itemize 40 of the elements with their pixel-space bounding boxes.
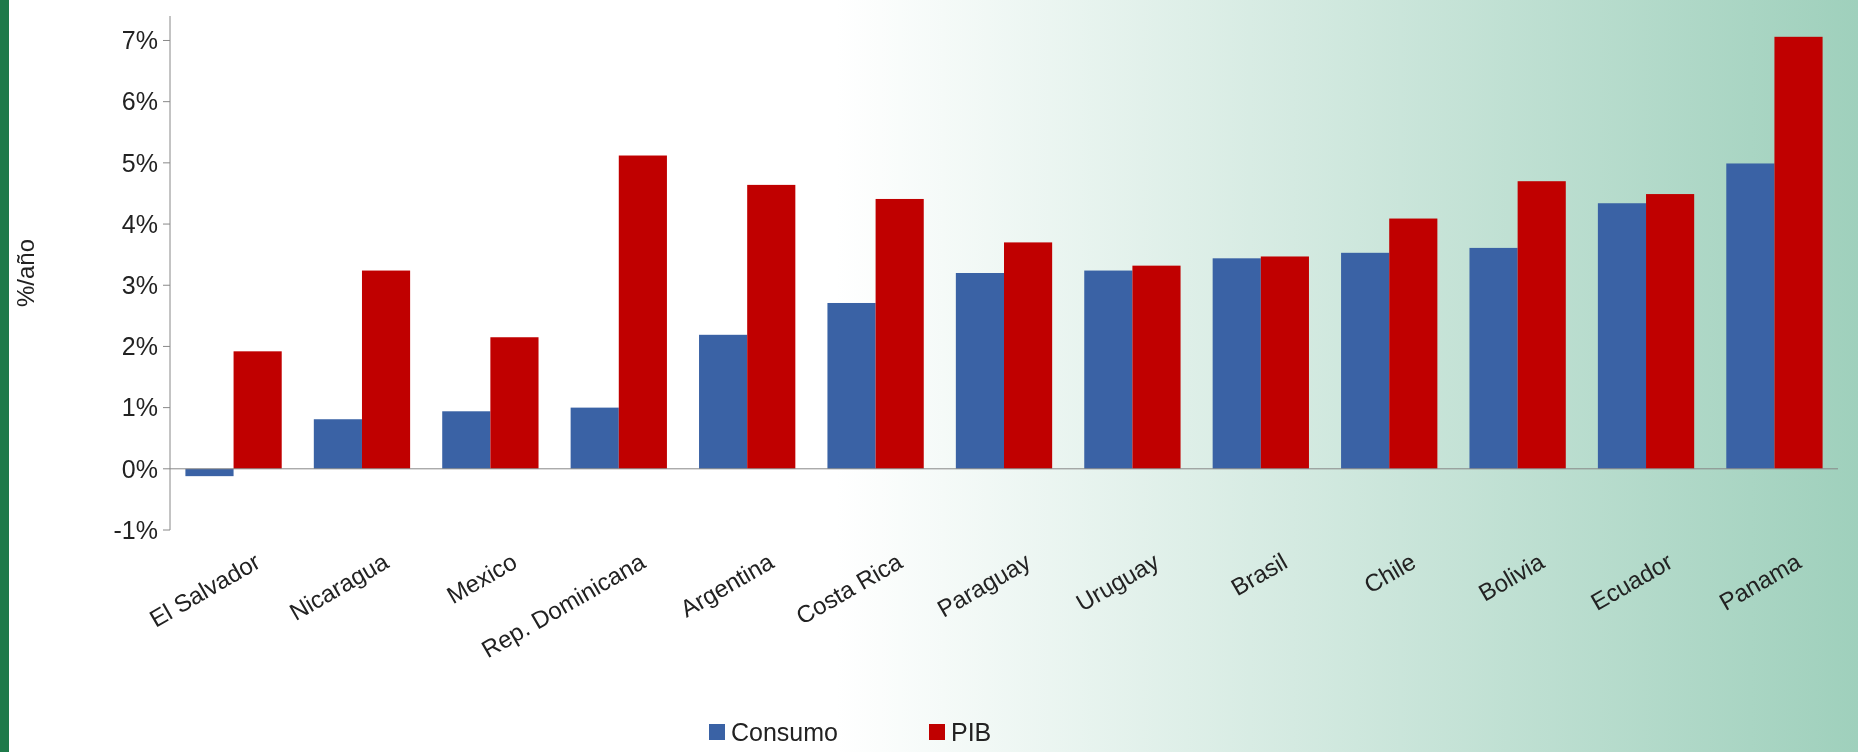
y-tick-label: 0% (121, 454, 158, 483)
bar (1260, 256, 1309, 469)
bar (570, 407, 619, 469)
y-tick-label: 4% (121, 209, 158, 238)
bar (1597, 203, 1647, 469)
x-tick-label: Chile (1359, 547, 1421, 599)
bar (618, 155, 667, 469)
y-tick-label: -1% (113, 515, 158, 544)
bar (442, 411, 491, 469)
bar (1517, 181, 1566, 469)
bar (361, 270, 411, 469)
bar (955, 273, 1004, 469)
bar (185, 468, 234, 477)
bar (1389, 218, 1438, 469)
bar (1212, 258, 1261, 469)
bar (699, 334, 748, 469)
bar (1469, 247, 1518, 469)
bar (490, 337, 539, 469)
y-tick-label: 2% (121, 332, 158, 361)
bar (1726, 163, 1775, 469)
legend-label: PIB (951, 717, 992, 746)
y-tick-label: 3% (121, 270, 158, 299)
bar (1774, 36, 1823, 469)
bar (1132, 265, 1181, 469)
bar (875, 198, 924, 469)
legend-label: Consumo (731, 717, 838, 746)
y-tick-label: 6% (121, 87, 158, 116)
bar (1341, 252, 1390, 469)
bar (1004, 242, 1053, 469)
bar (313, 419, 362, 469)
y-tick-label: 5% (121, 148, 158, 177)
bar (233, 351, 282, 469)
y-tick-label: 1% (121, 393, 158, 422)
bar (747, 184, 796, 469)
bar (1084, 270, 1133, 469)
y-tick-label: 7% (121, 26, 158, 55)
bar (1646, 194, 1695, 469)
bar (827, 302, 876, 469)
y-axis-title: %/año (12, 238, 39, 308)
x-tick-label: Costa Rica (791, 547, 908, 630)
